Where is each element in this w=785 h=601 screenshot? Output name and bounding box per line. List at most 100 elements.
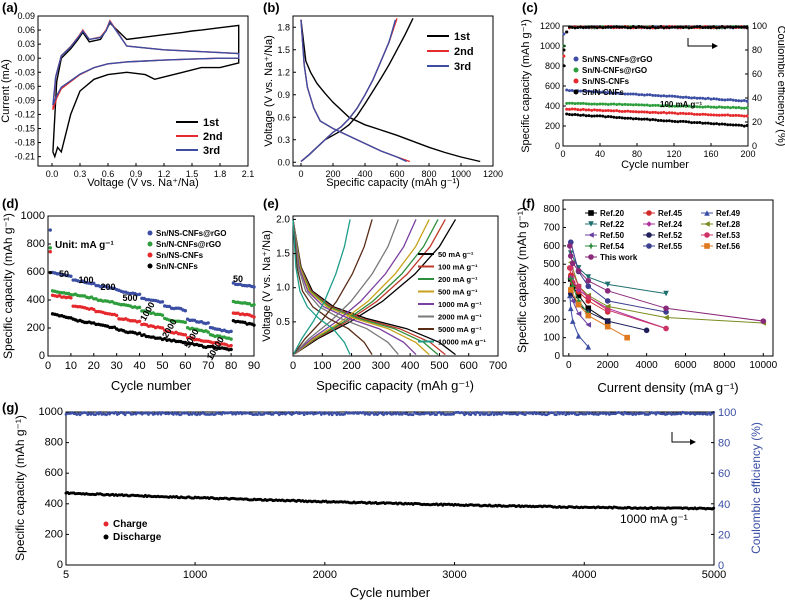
data-marker	[585, 312, 592, 319]
capacity-point	[703, 105, 707, 109]
panel-f: (f) 0 2000 4000 6000 8000 10000 0 100 200 300 400…	[515, 196, 778, 395]
legend-marker	[147, 241, 153, 247]
y-tick-label: 0.09	[17, 11, 35, 21]
capacity-point	[584, 89, 588, 93]
capacity-point	[579, 102, 583, 106]
y-tick-label: 0.03	[17, 39, 35, 49]
capacity-point	[183, 333, 188, 337]
capacity-point	[604, 91, 608, 95]
ce-arrow-g	[671, 432, 696, 445]
capacity-point	[745, 114, 749, 118]
cv-trace	[52, 20, 240, 106]
legend-label: 2nd	[454, 46, 474, 58]
capacity-point	[690, 96, 694, 100]
legend-label: Sn/N-CNFs	[582, 88, 624, 97]
capacity-point	[587, 114, 591, 118]
capacity-point	[229, 347, 233, 352]
legend-marker	[147, 252, 153, 258]
ce-point	[554, 413, 558, 417]
capacity-point	[734, 106, 738, 110]
capacity-point	[183, 308, 188, 313]
data-marker	[646, 221, 652, 227]
y-tick-label: 800	[45, 437, 63, 449]
x-tick-label: 1.2	[158, 169, 171, 179]
ce-point	[123, 413, 127, 417]
capacity-point	[687, 96, 691, 100]
y2-tick-label: 40	[752, 93, 762, 103]
legend-label: Discharge	[113, 532, 162, 543]
capacity-point	[645, 110, 649, 114]
capacity-point	[570, 101, 574, 105]
capacity-point	[252, 323, 256, 327]
xticks-b: 0 200 400 600 800 1000 1200	[298, 163, 503, 179]
x-tick-label: 4000	[635, 360, 658, 371]
capacity-point	[229, 337, 233, 341]
legend-label: Ref.28	[716, 220, 741, 229]
y-tick-label: 0.9	[277, 90, 290, 100]
capacity-point	[642, 103, 646, 107]
capacity-point	[565, 107, 569, 111]
capacity-point	[745, 99, 749, 103]
capacity-point	[681, 104, 685, 108]
data-marker	[588, 254, 594, 260]
y2-axis-label-c: Coulombic efficiency (%)	[775, 26, 785, 147]
capacity-point	[609, 91, 613, 95]
y-tick-label: 600	[543, 241, 560, 252]
legend-label: Sn/NS-CNFs@rGO	[582, 55, 652, 64]
rate-label: 50	[233, 274, 243, 284]
data-marker	[585, 322, 592, 328]
legend-label: 5000 mA g⁻¹	[438, 325, 482, 334]
rate-label: 500	[122, 293, 137, 303]
capacity-point	[206, 330, 210, 334]
ce-point	[612, 25, 616, 29]
y-axis-label-e: Voltage (V vs. Na⁺/Na)	[261, 230, 273, 342]
data-marker	[566, 275, 575, 283]
y-tick-label: 600	[45, 467, 63, 479]
y2-tick-label: 80	[718, 438, 730, 450]
capacity-point	[734, 123, 738, 127]
legend-label: Ref.55	[658, 242, 683, 251]
discharge-curve	[292, 219, 417, 356]
y-tick-label: 500	[543, 259, 560, 270]
capacity-point	[626, 116, 630, 120]
data-marker	[569, 260, 576, 267]
capacity-point	[629, 92, 633, 96]
x-tick-label: 80	[225, 360, 237, 372]
legend-label: Ref.45	[658, 209, 683, 218]
x-tick-label: 4000	[572, 569, 596, 581]
legend-label: 200 mA g⁻¹	[438, 275, 478, 284]
data-marker	[588, 221, 594, 227]
discharge-curve	[300, 19, 481, 163]
charge-curve	[294, 219, 446, 355]
capacity-point	[726, 98, 730, 102]
y-tick-label: 200	[543, 314, 560, 325]
charge-curve	[293, 219, 400, 355]
capacity-point	[687, 120, 691, 124]
discharge-curve	[300, 19, 411, 163]
capacity-point	[706, 121, 710, 125]
capacity-point	[665, 111, 669, 115]
capacity-point	[703, 97, 707, 101]
ce-point	[98, 411, 102, 414]
ce-point	[330, 413, 334, 417]
x-tick-label: 40	[133, 360, 145, 372]
capacity-point	[604, 109, 608, 113]
ce-point	[523, 413, 527, 417]
ce-point	[715, 26, 719, 30]
ce-point	[665, 25, 669, 29]
ce-point	[707, 411, 711, 415]
legend-d: Sn/NS-CNFs@rGO Sn/N-CNFs@rGO Sn/NS-CNFs Sn/…	[147, 229, 226, 271]
ce-point	[595, 26, 599, 30]
capacity-point	[592, 90, 596, 94]
capacity-point	[615, 109, 619, 113]
legend-e: 50 mA g⁻¹ 100 mA g⁻¹ 200 mA g⁻¹ 500 mA g⁻¹ 1…	[418, 250, 486, 347]
y-tick-label: -0.21	[14, 152, 35, 162]
capacity-point	[684, 95, 688, 99]
capacity-point	[570, 113, 574, 117]
ce-point	[690, 25, 694, 29]
capacity-point	[645, 117, 649, 121]
data-marker	[585, 277, 592, 284]
capacity-point	[137, 331, 142, 335]
data-marker	[643, 327, 650, 334]
ce-point	[726, 25, 730, 29]
